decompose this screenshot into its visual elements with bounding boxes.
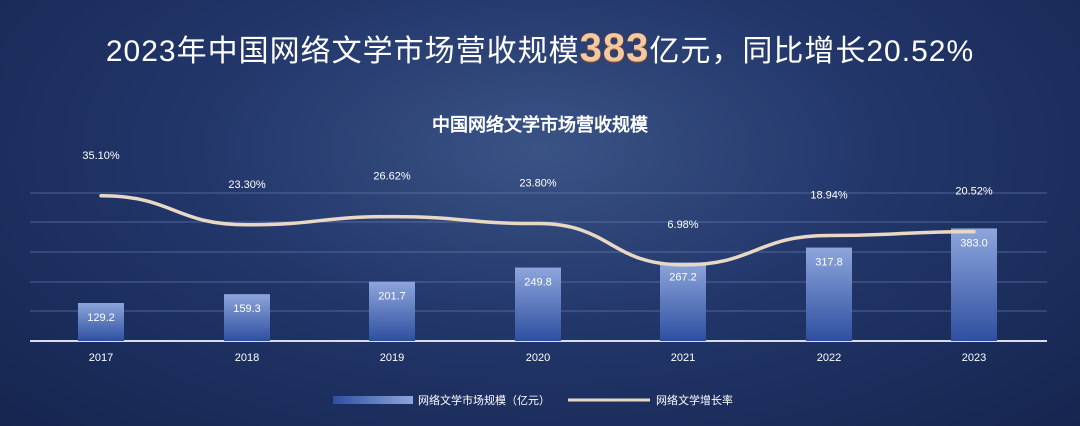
bar-2022 <box>806 247 852 341</box>
line-series: 35.10% 23.30% 26.62% 23.80% 6.98% 18.94% 20.52… <box>82 150 993 267</box>
bar-2017 <box>78 303 124 341</box>
x-tick-2017: 2017 <box>89 352 113 364</box>
bar-2021 <box>660 262 706 341</box>
bar-label-2023: 383.0 <box>960 237 988 249</box>
x-tick-2019: 2019 <box>380 352 404 364</box>
rate-label-2021: 6.98% <box>667 219 698 231</box>
rate-label-2017: 35.10% <box>82 150 120 162</box>
x-tick-2023: 2023 <box>962 352 986 364</box>
x-axis-ticks: 2017 2018 2019 2020 2021 2022 2023 <box>89 352 986 364</box>
bar-label-2017: 129.2 <box>87 312 115 324</box>
bar-2019 <box>369 281 415 341</box>
rate-label-2020: 23.80% <box>519 178 557 190</box>
rate-label-2019: 26.62% <box>373 171 411 183</box>
growth-rate-line <box>99 194 976 267</box>
bar-2020 <box>515 267 561 341</box>
rate-label-2023: 20.52% <box>955 186 993 198</box>
bar-label-2021: 267.2 <box>669 271 697 283</box>
bar-label-2019: 201.7 <box>378 291 406 303</box>
bar-label-2020: 249.8 <box>524 277 552 289</box>
page-headline: 2023年中国网络文学市场营收规模383亿元，同比增长20.52% <box>0 26 1080 71</box>
x-tick-2018: 2018 <box>235 352 259 364</box>
x-tick-2021: 2021 <box>671 352 695 364</box>
chart-title: 中国网络文学市场营收规模 <box>432 114 649 135</box>
x-tick-2020: 2020 <box>526 352 550 364</box>
headline-suffix: 亿元，同比增长20.52% <box>649 35 975 68</box>
legend-line-label: 网络文学增长率 <box>656 393 733 407</box>
bar-2023 <box>951 228 997 341</box>
headline-prefix: 2023年中国网络文学市场营收规模 <box>105 35 580 68</box>
x-tick-2022: 2022 <box>817 352 841 364</box>
bar-2018 <box>224 294 270 341</box>
legend: 网络文学市场规模（亿元） 网络文学增长率 <box>333 393 733 407</box>
headline-highlight: 383 <box>579 26 650 70</box>
legend-bar-swatch <box>333 396 413 404</box>
bar-label-2018: 159.3 <box>233 303 261 315</box>
rate-label-2022: 18.94% <box>810 189 848 201</box>
rate-label-2018: 23.30% <box>228 179 266 191</box>
legend-bar-label: 网络文学市场规模（亿元） <box>418 393 550 407</box>
bar-series: 129.2 159.3 201.7 249.8 267.2 317.8 383.0 <box>78 228 997 341</box>
bar-label-2022: 317.8 <box>815 257 843 269</box>
